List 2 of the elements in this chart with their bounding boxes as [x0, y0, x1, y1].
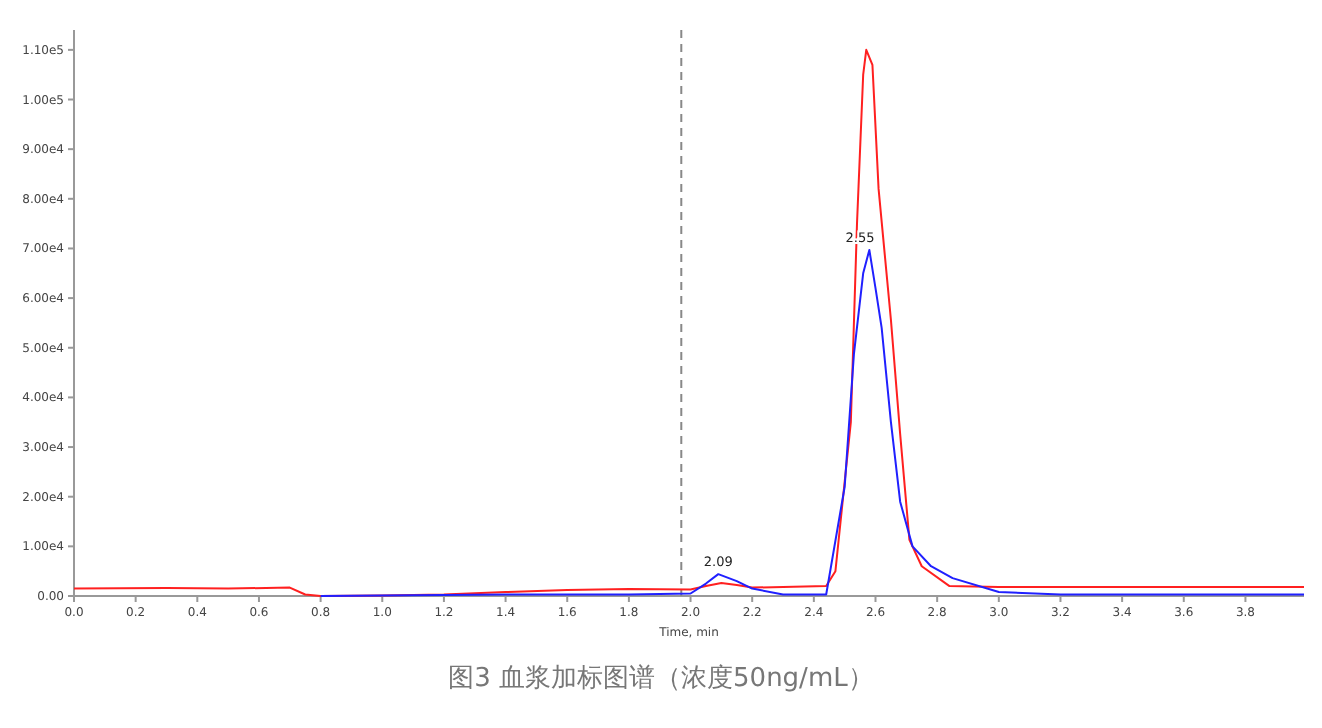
line-series: [319, 248, 1305, 597]
caption: 图3 血浆加标图谱（浓度50ng/mL）: [448, 662, 874, 694]
